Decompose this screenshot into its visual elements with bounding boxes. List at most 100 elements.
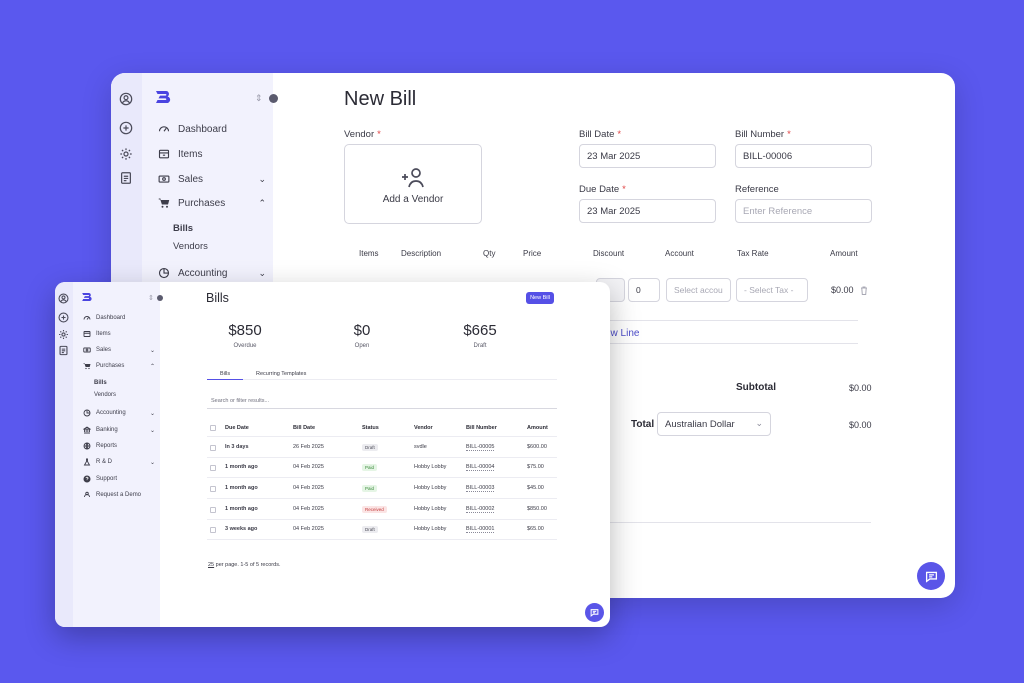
currency-select[interactable]: Australian Dollar ⌄ xyxy=(657,412,771,436)
sidebar-item-r-and-d[interactable]: R & D ⌄ xyxy=(83,458,155,466)
stat-overdue[interactable]: $850 Overdue xyxy=(200,322,290,349)
per-page-select[interactable]: 25 xyxy=(208,562,215,568)
bill-date-field[interactable]: 23 Mar 2025 xyxy=(579,144,716,168)
new-bill-button[interactable]: New Bill xyxy=(526,292,554,304)
search-input[interactable]: Search or filter results... xyxy=(211,398,270,404)
icon-rail xyxy=(55,282,73,627)
collapse-sidebar-icon[interactable] xyxy=(157,295,163,301)
due-date-field[interactable]: 23 Mar 2025 xyxy=(579,199,716,223)
gear-icon[interactable] xyxy=(119,147,133,161)
divider xyxy=(573,522,871,523)
add-new-line-button[interactable]: ew Line xyxy=(605,328,640,339)
row-bill-number[interactable]: BILL-00001 xyxy=(466,526,495,533)
tax-rate-select[interactable]: - Select Tax - xyxy=(736,278,808,302)
row-bill-number[interactable]: BILL-00003 xyxy=(466,485,495,492)
sidebar-item-purchases[interactable]: Purchases ⌃ xyxy=(158,197,266,209)
sidebar-item-sales[interactable]: Sales ⌄ xyxy=(158,173,266,185)
sidebar-item-label: Sales xyxy=(96,347,112,353)
row-checkbox[interactable] xyxy=(210,486,216,492)
stat-value: $665 xyxy=(463,322,497,339)
gear-icon[interactable] xyxy=(58,329,69,340)
tab-recurring-templates[interactable]: Recurring Templates xyxy=(256,371,307,377)
col-due-date[interactable]: Due Date xyxy=(225,425,249,431)
row-bill-number[interactable]: BILL-00002 xyxy=(466,506,495,513)
sidebar-item-label: Accounting xyxy=(178,267,228,279)
col-bill-number[interactable]: Bill Number xyxy=(466,425,497,431)
sidebar-item-reports[interactable]: Reports xyxy=(83,442,155,450)
dashboard-icon xyxy=(158,123,170,135)
add-vendor-label: Add a Vendor xyxy=(382,194,444,205)
sidebar-item-sales[interactable]: Sales ⌄ xyxy=(83,346,155,354)
row-amount: $850.00 xyxy=(527,506,547,512)
switch-org-icon[interactable]: ⇕ xyxy=(255,93,263,103)
discount-field[interactable]: 0 xyxy=(628,278,660,302)
row-bill-number[interactable]: BILL-00004 xyxy=(466,464,495,471)
chevron-up-icon: ⌃ xyxy=(149,363,155,370)
select-all-checkbox[interactable] xyxy=(210,425,216,431)
switch-org-icon[interactable]: ⇕ xyxy=(148,295,154,302)
sidebar-subitem-vendors[interactable]: Vendors xyxy=(94,392,117,398)
globe-icon xyxy=(83,442,91,450)
account-select[interactable]: Select accou xyxy=(666,278,731,302)
col-amount[interactable]: Amount xyxy=(527,425,548,431)
sidebar-item-request-demo[interactable]: Request a Demo xyxy=(83,491,155,499)
sidebar-item-banking[interactable]: Banking ⌄ xyxy=(83,426,155,434)
collapse-sidebar-icon[interactable] xyxy=(269,94,278,103)
tab-bills[interactable]: Bills xyxy=(220,371,231,377)
trash-icon[interactable] xyxy=(860,286,868,295)
chevron-down-icon: ⌄ xyxy=(258,267,266,278)
chat-button[interactable] xyxy=(585,603,604,622)
chat-button[interactable] xyxy=(917,562,945,590)
col-amount: Amount xyxy=(830,249,858,258)
bill-number-field[interactable]: BILL-00006 xyxy=(735,144,872,168)
row-checkbox[interactable] xyxy=(210,465,216,471)
document-icon[interactable] xyxy=(58,345,69,356)
status-badge: Draft xyxy=(362,444,378,451)
col-bill-date[interactable]: Bill Date xyxy=(293,425,316,431)
col-vendor[interactable]: Vendor xyxy=(414,425,433,431)
sidebar-item-label: Sales xyxy=(178,173,204,185)
sidebar-item-accounting[interactable]: Accounting ⌄ xyxy=(158,267,266,279)
sidebar-item-dashboard[interactable]: Dashboard xyxy=(158,123,266,135)
row-amount: $75.00 xyxy=(527,464,544,470)
sidebar-subitem-vendors[interactable]: Vendors xyxy=(173,241,208,252)
add-circle-icon[interactable] xyxy=(58,312,69,323)
sidebar-item-purchases[interactable]: Purchases ⌃ xyxy=(83,362,155,370)
divider xyxy=(207,539,557,540)
row-bill-number[interactable]: BILL-00005 xyxy=(466,444,495,451)
page-title: Bills xyxy=(206,291,229,305)
status-badge: Paid xyxy=(362,464,378,471)
row-checkbox[interactable] xyxy=(210,507,216,513)
sidebar-item-support[interactable]: Support xyxy=(83,475,155,483)
add-circle-icon[interactable] xyxy=(119,121,133,135)
money-icon xyxy=(158,173,170,185)
document-icon[interactable] xyxy=(119,171,133,185)
bills-window: ⇕ Dashboard Items Sales ⌄ Purchases ⌃ Bi… xyxy=(55,282,610,627)
stat-open[interactable]: $0 Open xyxy=(317,322,407,349)
row-checkbox[interactable] xyxy=(210,445,216,451)
reference-field[interactable]: Enter Reference xyxy=(735,199,872,223)
sidebar-item-label: Items xyxy=(96,331,111,337)
row-checkbox[interactable] xyxy=(210,527,216,533)
sidebar-item-dashboard[interactable]: Dashboard xyxy=(83,314,155,322)
chevron-down-icon: ⌄ xyxy=(149,459,155,466)
row-due-date: 1 month ago xyxy=(225,506,258,512)
subtotal-label: Subtotal xyxy=(736,382,776,393)
row-amount: $65.00 xyxy=(527,526,544,532)
sidebar-item-items[interactable]: Items xyxy=(83,330,155,338)
col-status[interactable]: Status xyxy=(362,425,379,431)
stat-draft[interactable]: $665 Draft xyxy=(435,322,525,349)
sidebar-item-items[interactable]: Items xyxy=(158,148,266,160)
row-vendor: Hobby Lobby xyxy=(414,485,447,491)
add-vendor-button[interactable]: Add a Vendor xyxy=(344,144,482,224)
sidebar-item-label: Purchases xyxy=(96,363,125,369)
sidebar-subitem-bills[interactable]: Bills xyxy=(173,223,194,234)
sidebar-subitem-bills[interactable]: Bills xyxy=(94,380,107,386)
logo-icon[interactable] xyxy=(156,91,172,103)
row-vendor: Hobby Lobby xyxy=(414,464,447,470)
logo-icon[interactable] xyxy=(82,293,93,301)
user-circle-icon[interactable] xyxy=(119,92,133,106)
sidebar-item-accounting[interactable]: Accounting ⌄ xyxy=(83,409,155,417)
cart-icon xyxy=(83,362,91,370)
user-circle-icon[interactable] xyxy=(58,293,69,304)
